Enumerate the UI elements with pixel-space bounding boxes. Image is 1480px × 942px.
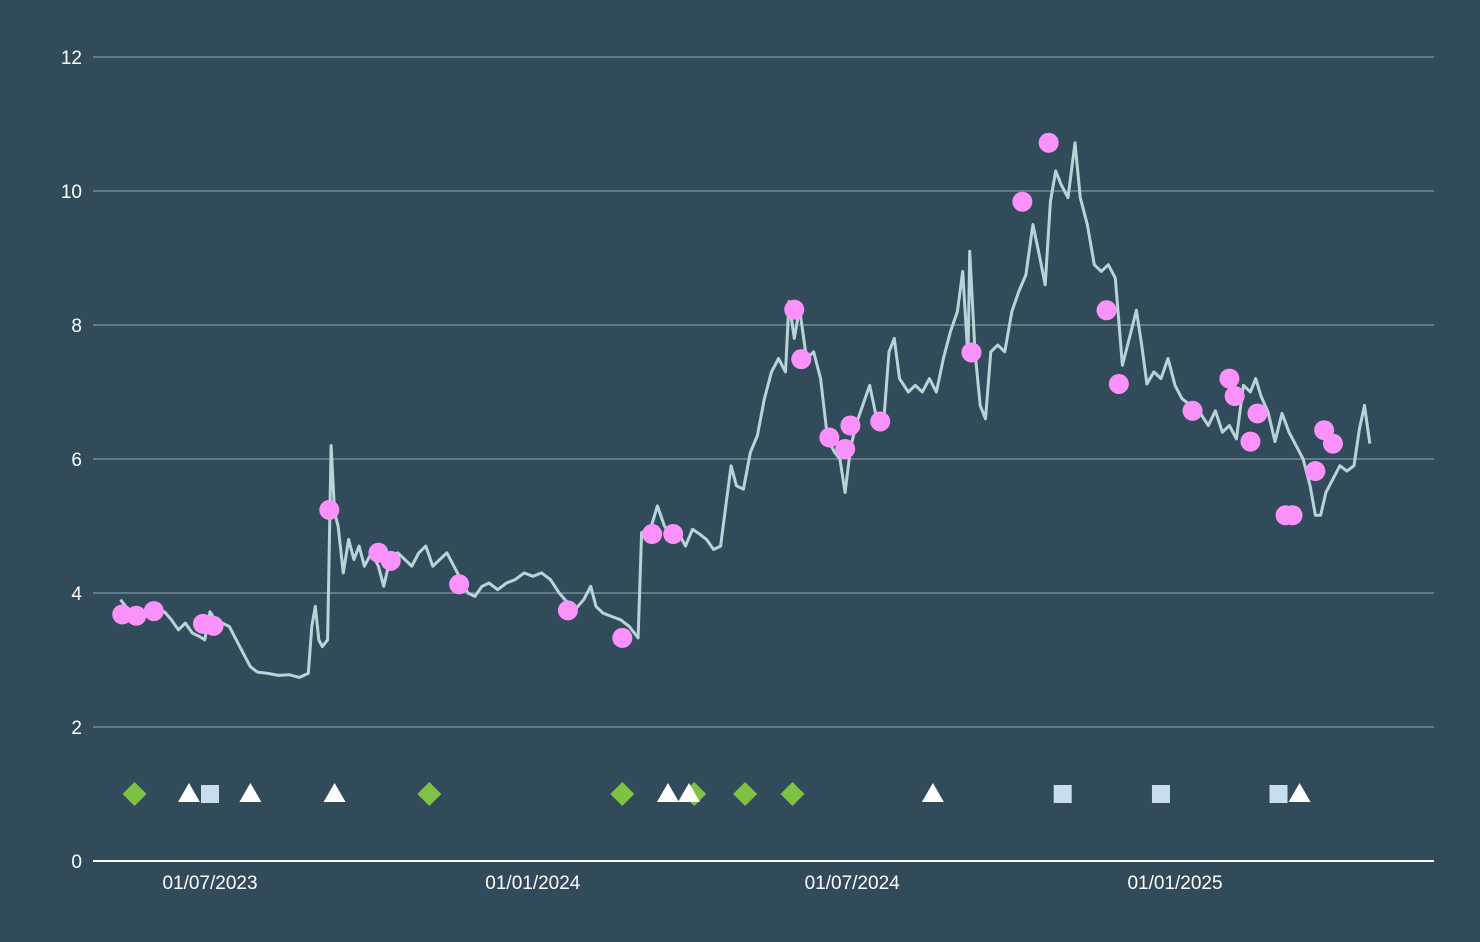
x-tick-label: 01/01/2024 xyxy=(485,873,581,894)
y-tick-label: 2 xyxy=(71,718,82,739)
triangle-marker xyxy=(239,783,262,802)
data-point xyxy=(870,411,891,432)
series-points xyxy=(112,132,1343,648)
data-point xyxy=(612,627,633,648)
data-point xyxy=(1038,132,1059,153)
data-point xyxy=(1224,386,1245,407)
triangle-marker xyxy=(1288,783,1311,802)
data-point xyxy=(1108,373,1129,394)
data-point xyxy=(1282,505,1303,526)
triangle-marker xyxy=(677,783,700,802)
data-point xyxy=(642,524,663,545)
data-point xyxy=(126,605,147,626)
axes: 0 2 4 6 8 10 12 01/07/2023 01/01/2024 01/07/2024 0… xyxy=(61,48,1434,894)
y-tick-label: 12 xyxy=(61,48,82,69)
data-point xyxy=(819,427,840,448)
data-point xyxy=(1096,300,1117,321)
diamond-marker xyxy=(610,782,635,806)
data-point xyxy=(557,600,578,621)
triangle-marker xyxy=(921,783,944,802)
data-point xyxy=(840,415,861,436)
y-tick-label: 4 xyxy=(71,584,82,605)
x-tick-label: 01/07/2024 xyxy=(805,873,901,894)
triangle-marker xyxy=(323,783,346,802)
diamond-marker xyxy=(122,782,147,806)
data-point xyxy=(663,524,684,545)
triangle-marker xyxy=(177,783,200,802)
triangle-marker xyxy=(656,783,679,802)
y-tick-label: 8 xyxy=(71,316,82,337)
event-markers xyxy=(122,782,1311,806)
data-point xyxy=(319,499,340,520)
grid-lines xyxy=(93,56,1434,728)
x-tick-label: 01/01/2025 xyxy=(1127,873,1222,894)
data-point xyxy=(1247,403,1268,424)
data-point xyxy=(835,438,856,459)
data-point xyxy=(1322,433,1343,454)
y-tick-label: 6 xyxy=(71,450,82,471)
series-line xyxy=(119,141,1372,679)
data-point xyxy=(143,601,164,622)
data-point xyxy=(1182,400,1203,421)
data-point xyxy=(1012,191,1033,212)
data-point xyxy=(961,342,982,363)
diamond-marker xyxy=(780,782,805,806)
data-point xyxy=(449,574,470,595)
y-tick-label: 0 xyxy=(71,852,82,873)
diamond-marker xyxy=(733,782,758,806)
data-point xyxy=(1219,368,1240,389)
diamond-marker xyxy=(417,782,442,806)
square-marker xyxy=(201,785,219,803)
data-point xyxy=(791,349,812,370)
data-point xyxy=(380,550,401,571)
data-point xyxy=(203,615,224,636)
price-line xyxy=(119,141,1372,679)
square-marker xyxy=(1151,785,1170,803)
y-tick-label: 10 xyxy=(61,182,82,203)
x-tick-label: 01/07/2023 xyxy=(162,873,257,894)
data-point xyxy=(1240,431,1261,452)
data-point xyxy=(1305,461,1326,482)
square-marker xyxy=(1053,785,1072,803)
square-marker xyxy=(1269,785,1288,803)
data-point xyxy=(784,299,805,320)
